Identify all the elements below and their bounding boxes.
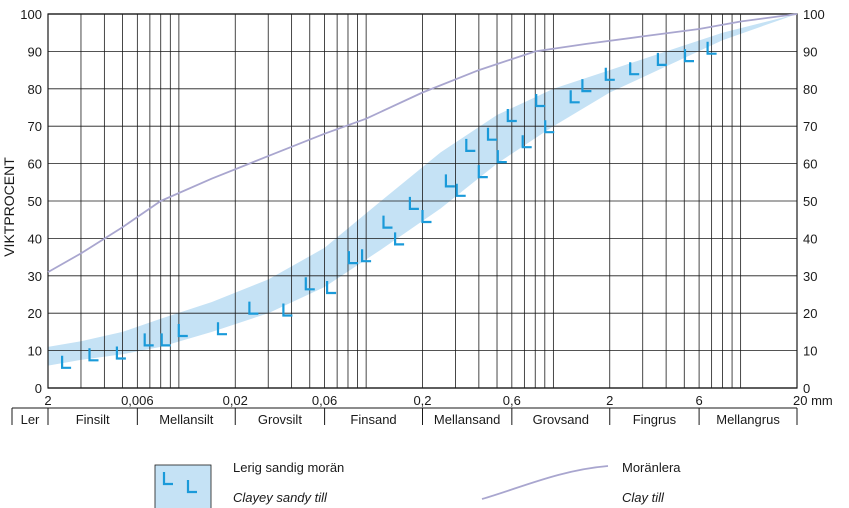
y-tick-label-right: 50: [803, 194, 817, 209]
l-marker: [61, 355, 72, 369]
l-marker: [304, 277, 315, 291]
legend-line-swatch: [481, 465, 609, 500]
y-tick-label-left: 0: [35, 381, 42, 396]
marker-layer: [61, 41, 717, 369]
l-marker: [629, 62, 640, 76]
y-tick-label-right: 40: [803, 231, 817, 246]
fraction-label: Ler: [21, 412, 40, 427]
y-tick-label-right: 90: [803, 44, 817, 59]
y-axis-label: VIKTPROCENT: [1, 157, 17, 257]
l-marker: [382, 215, 393, 229]
l-marker: [421, 210, 432, 224]
l-marker: [347, 251, 358, 265]
legend-band-label: Lerig sandig morän: [233, 460, 344, 475]
l-marker: [216, 322, 227, 336]
fraction-label: Mellansand: [434, 412, 501, 427]
legend-band-sublabel: Clayey sandy till: [233, 490, 328, 505]
l-marker: [408, 196, 419, 210]
y-tick-label-right: 10: [803, 344, 817, 359]
l-marker: [282, 303, 293, 317]
x-tick-label: 20 mm: [793, 393, 833, 408]
l-marker: [706, 41, 717, 55]
y-tick-label-left: 100: [20, 7, 42, 22]
y-tick-label-left: 60: [28, 157, 42, 172]
l-marker: [444, 174, 455, 188]
y-tick-label-right: 30: [803, 269, 817, 284]
legend-band-swatch: [154, 464, 212, 508]
l-marker: [455, 183, 466, 197]
l-marker: [248, 301, 259, 315]
y-tick-label-right: 60: [803, 157, 817, 172]
legend-line-label: Moränlera: [622, 460, 681, 475]
x-tick-label: 0,2: [413, 393, 431, 408]
x-tick-label: 2: [44, 393, 51, 408]
clay-till-line: [47, 13, 798, 273]
y-tick-label-left: 30: [28, 269, 42, 284]
l-marker: [683, 49, 694, 63]
legend-l-marker: [186, 480, 197, 494]
y-tick-label-left: 70: [28, 119, 42, 134]
l-marker: [496, 150, 507, 164]
fraction-label: Grovsilt: [258, 412, 302, 427]
l-marker: [465, 138, 476, 152]
y-tick-label-left: 80: [28, 82, 42, 97]
y-tick-label-left: 90: [28, 44, 42, 59]
l-marker: [604, 67, 615, 81]
y-tick-label-left: 50: [28, 194, 42, 209]
l-marker: [521, 135, 532, 149]
l-marker: [477, 165, 488, 179]
l-marker: [88, 348, 99, 362]
y-tick-label-right: 70: [803, 119, 817, 134]
y-tick-label-right: 100: [803, 7, 825, 22]
x-tick-label: 0,02: [223, 393, 248, 408]
fraction-scale: Ler Finsilt Mellansilt Grovsilt Finsand Mella…: [11, 407, 798, 427]
x-tick-label: 0,6: [503, 393, 521, 408]
fraction-label: Fingrus: [633, 412, 677, 427]
l-marker: [486, 127, 497, 141]
fraction-label: Grovsand: [533, 412, 589, 427]
l-marker: [569, 90, 580, 104]
fraction-label: Mellansilt: [159, 412, 214, 427]
x-tick-label: 0,06: [312, 393, 337, 408]
l-marker: [394, 232, 405, 246]
l-marker: [581, 79, 592, 93]
axis-layer: 0 0 10 10 20 20 30 30 40 40 50 50 60 60 70 70 80 80 90 90 10…: [20, 7, 832, 408]
l-marker: [160, 333, 171, 347]
clay-till-line-layer: [47, 13, 798, 273]
y-tick-label-left: 10: [28, 344, 42, 359]
l-marker: [656, 52, 667, 66]
legend-line-sublabel: Clay till: [622, 490, 665, 505]
legend-l-marker: [162, 472, 173, 486]
fraction-label: Mellangrus: [716, 412, 780, 427]
l-marker: [544, 120, 555, 134]
l-marker: [177, 324, 188, 338]
y-tick-label-left: 40: [28, 231, 42, 246]
y-tick-label-left: 20: [28, 306, 42, 321]
y-tick-label-right: 0: [803, 381, 810, 396]
y-tick-label-right: 80: [803, 82, 817, 97]
fraction-label: Finsand: [350, 412, 396, 427]
l-marker: [326, 281, 337, 295]
x-tick-label: 0,006: [121, 393, 154, 408]
l-marker: [143, 333, 154, 347]
l-marker: [506, 109, 517, 123]
fraction-label: Finsilt: [76, 412, 110, 427]
x-tick-label: 2: [606, 393, 613, 408]
l-marker: [361, 249, 372, 263]
l-marker: [115, 346, 126, 360]
legend: Lerig sandig morän Clayey sandy till Morän…: [154, 460, 681, 508]
grid-layer: [47, 13, 798, 389]
y-tick-label-right: 20: [803, 306, 817, 321]
plot-frame: [47, 13, 798, 389]
x-tick-label: 6: [695, 393, 702, 408]
l-marker: [535, 94, 546, 108]
